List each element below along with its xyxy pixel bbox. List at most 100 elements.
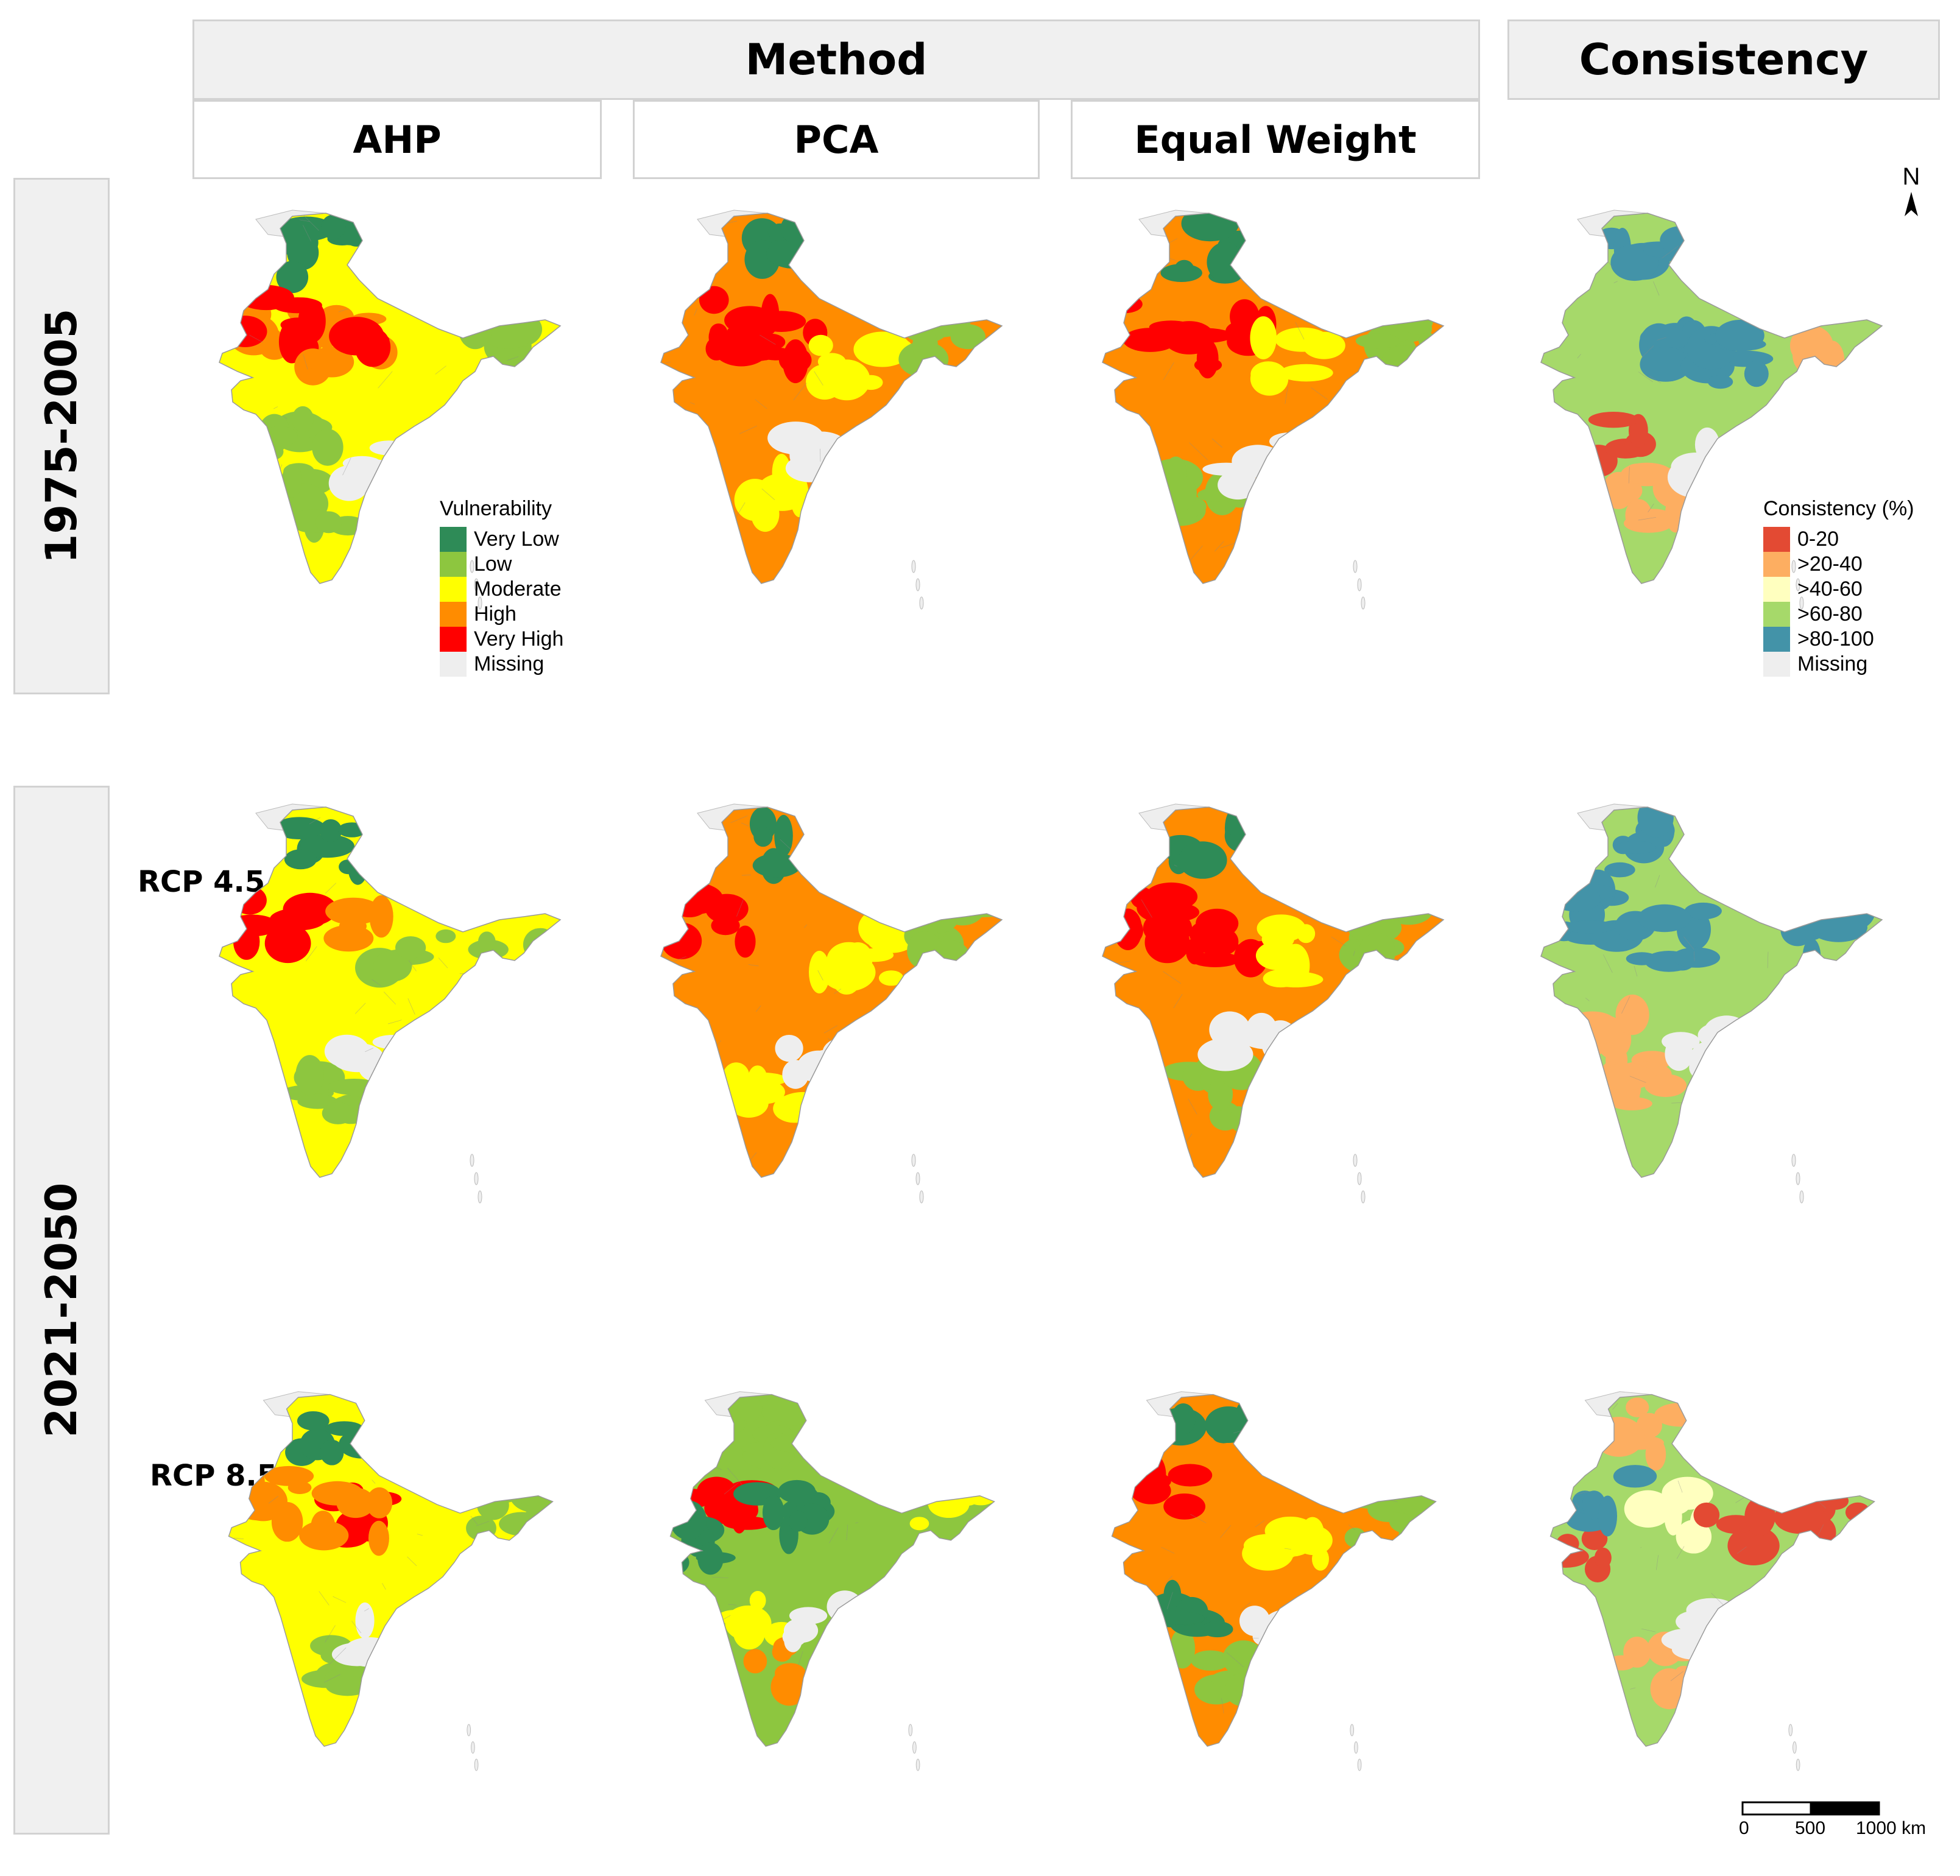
district-border	[1767, 1710, 1768, 1727]
district-border	[922, 1040, 925, 1047]
district-patch	[858, 908, 908, 948]
district-border	[1811, 1023, 1827, 1037]
district-border	[1750, 442, 1751, 459]
map-pca-rcp45	[636, 801, 1063, 1288]
district-patch	[1595, 1548, 1612, 1568]
district-border	[1334, 254, 1350, 261]
district-patch	[951, 324, 985, 349]
district-patch	[1703, 460, 1730, 502]
scale-label-500: 500	[1795, 1818, 1825, 1839]
district-border	[1788, 976, 1805, 986]
district-patch	[395, 1610, 413, 1627]
district-border	[481, 1119, 496, 1135]
district-patch	[476, 298, 531, 326]
map-base-region	[661, 807, 1002, 1177]
district-border	[445, 1122, 453, 1131]
district-border	[1410, 485, 1414, 487]
district-patch	[1411, 945, 1445, 959]
district-patch	[1718, 455, 1740, 492]
island	[471, 1742, 475, 1754]
district-border	[819, 1688, 830, 1697]
row-label-future-text: 2021-2050	[37, 1183, 86, 1438]
district-border	[1729, 1448, 1736, 1457]
district-border	[1411, 554, 1425, 566]
district-border	[889, 918, 906, 925]
district-border	[1830, 868, 1835, 883]
district-patch	[1359, 933, 1395, 972]
legend-label: Very High	[474, 627, 563, 651]
district-patch	[458, 307, 492, 349]
district-patch	[1716, 320, 1764, 351]
district-border	[1758, 291, 1774, 297]
district-border	[517, 1131, 520, 1138]
district-patch	[1278, 1024, 1304, 1042]
district-border	[1540, 963, 1549, 979]
district-patch	[262, 426, 298, 447]
district-border	[1853, 1016, 1861, 1028]
district-border	[1311, 1657, 1317, 1660]
district-patch	[844, 942, 873, 975]
district-border	[490, 261, 507, 272]
map-ahp-rcp45	[195, 801, 621, 1288]
district-border	[1828, 815, 1842, 822]
district-patch	[491, 344, 532, 381]
district-border	[1388, 1479, 1396, 1493]
district-patch	[1268, 972, 1323, 987]
district-patch	[814, 1050, 837, 1063]
district-patch	[1225, 1673, 1259, 1706]
legend-swatch-missing	[1763, 652, 1790, 677]
district-border	[1760, 1721, 1766, 1736]
district-patch	[1693, 1503, 1719, 1528]
legend-swatch-moderate	[440, 577, 467, 602]
district-patch	[478, 931, 496, 951]
district-patch	[355, 1603, 374, 1638]
map-panel-4	[195, 801, 621, 1288]
legend-swatch-missing	[440, 652, 467, 677]
map-base-region	[1112, 1395, 1436, 1747]
district-border	[959, 1477, 976, 1483]
district-border	[1751, 493, 1763, 510]
district-patch	[1613, 1465, 1657, 1487]
district-border	[1388, 392, 1404, 395]
district-patch	[735, 926, 755, 958]
district-border	[1093, 1126, 1109, 1132]
district-patch	[954, 904, 1010, 917]
map-consistency-rcp85	[1517, 1389, 1943, 1852]
district-border	[1572, 1718, 1582, 1721]
district-patch	[808, 1062, 859, 1084]
district-patch	[1845, 1503, 1870, 1522]
district-patch	[387, 1640, 438, 1663]
district-border	[1411, 886, 1420, 901]
district-patch	[699, 286, 729, 314]
district-border	[356, 851, 370, 859]
district-border	[1375, 1023, 1383, 1026]
district-border	[1297, 309, 1310, 317]
district-patch	[763, 1495, 784, 1530]
district-border	[1560, 1629, 1570, 1638]
district-border	[1715, 828, 1733, 839]
consistency-legend-title: Consistency (%)	[1763, 497, 1914, 521]
consistency-legend: Consistency (%) 0-20 >20-40 >40-60 >60-8…	[1763, 497, 1914, 677]
district-patch	[756, 311, 806, 332]
district-patch	[1171, 1403, 1195, 1434]
island	[1353, 1154, 1357, 1166]
district-border	[373, 509, 377, 517]
island	[1800, 1191, 1803, 1203]
district-patch	[329, 317, 384, 355]
district-patch	[1594, 1417, 1644, 1457]
legend-label: Low	[474, 552, 512, 576]
district-border	[1726, 1683, 1732, 1684]
district-border	[1390, 539, 1396, 551]
map-ew-1975-2005	[1078, 207, 1504, 694]
map-panel-10	[1078, 1389, 1504, 1876]
district-border	[1752, 506, 1763, 523]
district-patch	[1108, 295, 1143, 313]
island	[1358, 579, 1361, 591]
district-border	[1814, 869, 1816, 887]
district-border	[1595, 484, 1601, 495]
district-patch	[1196, 909, 1238, 938]
district-patch	[325, 1421, 364, 1436]
district-patch	[1168, 1464, 1213, 1487]
district-border	[1581, 460, 1598, 478]
legend-item: 0-20	[1763, 527, 1914, 552]
